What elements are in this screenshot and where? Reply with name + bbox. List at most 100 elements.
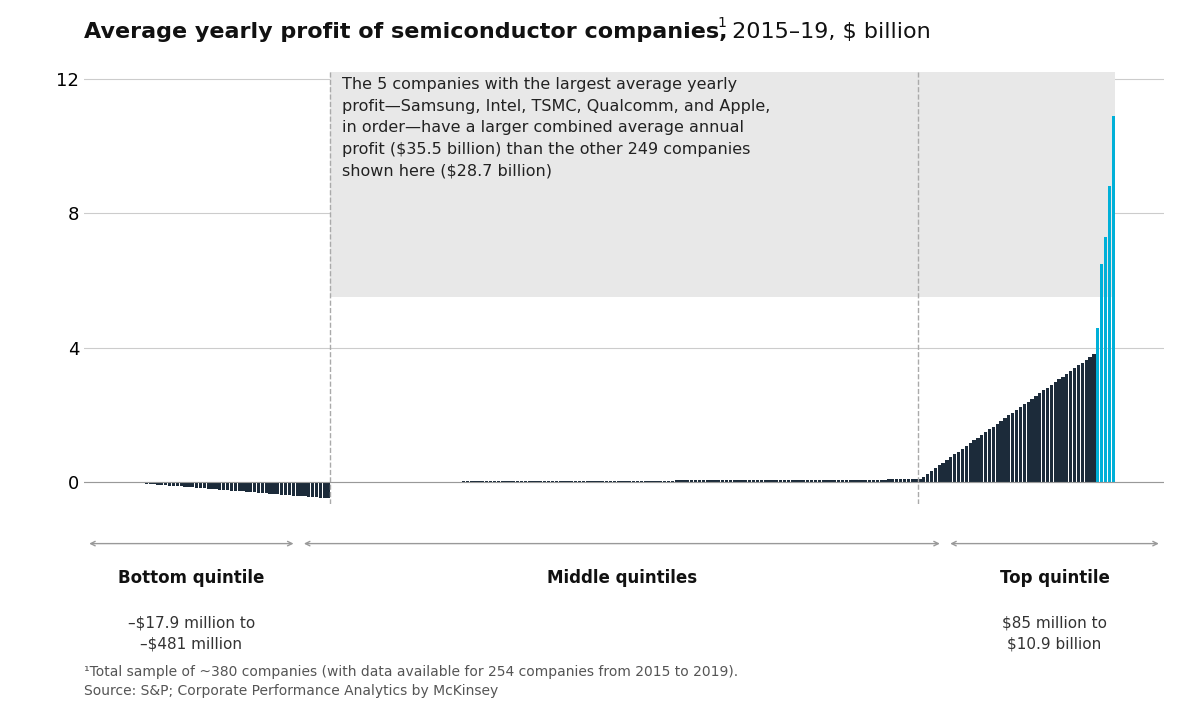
Bar <box>662 480 666 482</box>
Bar <box>1007 415 1010 482</box>
Bar <box>683 480 685 482</box>
Bar <box>737 480 739 482</box>
Bar <box>574 481 577 482</box>
Bar <box>288 482 292 495</box>
Bar <box>523 481 527 482</box>
Bar <box>203 482 206 488</box>
Bar <box>782 480 786 482</box>
Bar <box>686 480 690 482</box>
Bar <box>922 477 925 482</box>
Bar <box>767 480 770 482</box>
Bar <box>187 482 191 487</box>
Bar <box>671 480 674 482</box>
Bar <box>1085 360 1088 482</box>
Bar <box>845 480 848 482</box>
Bar <box>876 480 878 482</box>
Bar <box>257 482 260 492</box>
Bar <box>330 72 1115 297</box>
Bar <box>520 481 523 482</box>
Text: 1: 1 <box>718 16 726 30</box>
Bar <box>907 480 910 482</box>
Text: ¹Total sample of ~380 companies (with data available for 254 companies from 2015: ¹Total sample of ~380 companies (with da… <box>84 665 738 698</box>
Bar <box>694 480 697 482</box>
Bar <box>264 482 268 493</box>
Bar <box>206 482 210 489</box>
Bar <box>593 481 596 482</box>
Bar <box>718 480 720 482</box>
Bar <box>218 482 222 490</box>
Bar <box>934 468 937 482</box>
Bar <box>528 481 530 482</box>
Bar <box>926 474 929 482</box>
Text: Bottom quintile: Bottom quintile <box>118 569 264 587</box>
Bar <box>942 463 944 482</box>
Bar <box>848 480 852 482</box>
Bar <box>756 480 760 482</box>
Bar <box>1042 390 1045 482</box>
Text: –$17.9 million to
–$481 million: –$17.9 million to –$481 million <box>127 616 254 652</box>
Bar <box>798 480 802 482</box>
Bar <box>702 480 704 482</box>
Bar <box>582 481 586 482</box>
Bar <box>872 480 875 482</box>
Bar <box>605 481 608 482</box>
Bar <box>160 482 163 485</box>
Bar <box>1096 328 1099 482</box>
Bar <box>544 481 546 482</box>
Bar <box>760 480 763 482</box>
Bar <box>566 481 570 482</box>
Bar <box>914 480 918 482</box>
Bar <box>269 482 271 494</box>
Bar <box>1000 421 1003 482</box>
Bar <box>1046 387 1049 482</box>
Bar <box>880 480 883 482</box>
Bar <box>678 480 682 482</box>
Text: The 5 companies with the largest average yearly
profit—Samsung, Intel, TSMC, Qua: The 5 companies with the largest average… <box>342 77 770 179</box>
Bar <box>775 480 779 482</box>
Bar <box>946 460 948 482</box>
Bar <box>763 480 767 482</box>
Bar <box>601 481 605 482</box>
Bar <box>620 481 624 482</box>
Bar <box>791 480 794 482</box>
Bar <box>1015 410 1019 482</box>
Bar <box>690 480 694 482</box>
Bar <box>991 426 995 482</box>
Bar <box>326 482 330 498</box>
Bar <box>772 480 774 482</box>
Bar <box>887 480 890 482</box>
Bar <box>968 444 972 482</box>
Bar <box>1034 396 1038 482</box>
Bar <box>500 481 504 482</box>
Text: $85 million to
$10.9 billion: $85 million to $10.9 billion <box>1002 616 1108 652</box>
Bar <box>180 482 182 487</box>
Bar <box>229 482 233 490</box>
Bar <box>319 482 322 498</box>
Bar <box>895 480 899 482</box>
Bar <box>988 429 991 482</box>
Bar <box>996 424 998 482</box>
Bar <box>1061 377 1064 482</box>
Bar <box>814 480 817 482</box>
Bar <box>1038 393 1042 482</box>
Bar <box>833 480 836 482</box>
Bar <box>608 481 612 482</box>
Bar <box>803 480 805 482</box>
Bar <box>314 482 318 498</box>
Bar <box>817 480 821 482</box>
Bar <box>652 480 655 482</box>
Bar <box>883 480 887 482</box>
Bar <box>965 446 968 482</box>
Bar <box>706 480 709 482</box>
Bar <box>164 482 167 485</box>
Bar <box>137 482 140 483</box>
Bar <box>149 482 152 484</box>
Bar <box>860 480 864 482</box>
Bar <box>613 481 616 482</box>
Bar <box>1003 418 1007 482</box>
Bar <box>984 432 988 482</box>
Bar <box>1100 264 1103 482</box>
Bar <box>210 482 214 489</box>
Bar <box>628 481 631 482</box>
Bar <box>156 482 160 485</box>
